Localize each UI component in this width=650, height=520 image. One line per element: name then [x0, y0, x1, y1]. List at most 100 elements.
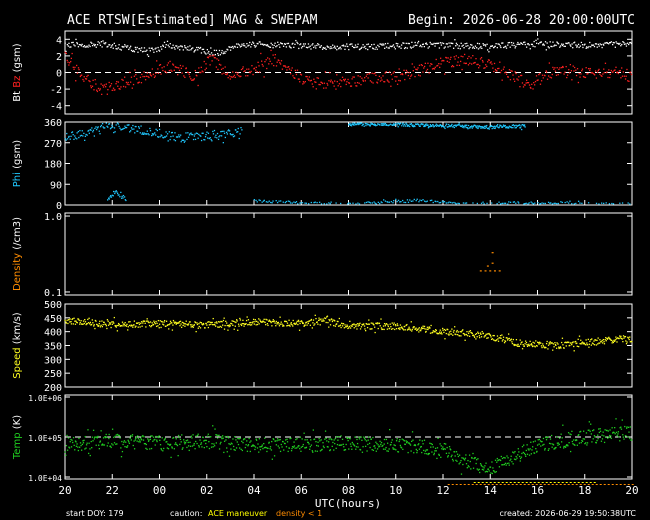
- data-point: [439, 57, 442, 59]
- data-point: [608, 69, 610, 71]
- data-point: [162, 44, 164, 46]
- data-point: [143, 320, 145, 322]
- data-point: [380, 201, 382, 203]
- data-point: [433, 453, 435, 456]
- data-point: [483, 125, 486, 127]
- data-point: [547, 201, 550, 204]
- flag-mark-density_flag: [535, 484, 538, 485]
- data-point: [429, 124, 432, 126]
- data-point: [269, 60, 271, 62]
- data-point: [150, 47, 152, 49]
- data-point: [161, 67, 163, 69]
- data-point: [511, 124, 514, 126]
- data-point: [95, 46, 97, 48]
- data-point: [315, 441, 317, 443]
- data-point: [570, 433, 572, 436]
- data-point: [522, 123, 524, 126]
- data-point: [496, 46, 498, 49]
- data-point: [240, 126, 242, 129]
- data-point: [379, 124, 381, 126]
- data-point: [382, 448, 385, 450]
- data-point: [204, 136, 207, 138]
- data-point: [126, 46, 128, 48]
- data-point: [417, 67, 419, 69]
- data-point: [390, 328, 393, 330]
- data-point: [577, 434, 579, 437]
- data-point: [127, 326, 129, 328]
- data-point: [154, 48, 156, 50]
- data-point: [236, 46, 239, 49]
- data-point: [399, 444, 402, 447]
- data-point: [256, 71, 258, 73]
- data-point: [568, 69, 570, 71]
- data-point: [510, 70, 512, 72]
- data-point: [605, 436, 607, 438]
- data-point: [270, 449, 273, 451]
- data-point: [105, 83, 107, 85]
- data-point: [608, 436, 610, 438]
- data-point: [324, 430, 327, 432]
- data-point: [568, 341, 570, 343]
- data-point: [193, 444, 195, 446]
- data-point: [73, 444, 75, 447]
- data-point: [439, 66, 441, 69]
- data-point: [90, 323, 93, 326]
- data-point: [160, 73, 162, 75]
- data-point: [495, 69, 497, 72]
- data-point: [400, 447, 403, 449]
- data-point: [333, 439, 335, 441]
- data-point: [229, 324, 231, 326]
- flag-mark-maneuver: [505, 482, 508, 483]
- data-point: [420, 328, 422, 330]
- data-point: [441, 200, 444, 202]
- data-point: [263, 318, 265, 320]
- data-point: [571, 440, 573, 443]
- data-point: [106, 199, 109, 201]
- data-point: [410, 47, 412, 49]
- data-point: [580, 73, 582, 75]
- data-point: [389, 45, 391, 47]
- data-point: [386, 79, 388, 81]
- data-point: [153, 320, 155, 322]
- data-point: [217, 59, 220, 61]
- data-point: [331, 320, 334, 323]
- data-point: [262, 447, 264, 450]
- data-point: [354, 82, 356, 84]
- data-point: [507, 42, 509, 44]
- data-point: [380, 441, 383, 444]
- data-point: [483, 336, 485, 338]
- data-point: [423, 45, 425, 48]
- data-point: [76, 322, 78, 324]
- data-point: [174, 322, 176, 324]
- data-point: [171, 131, 174, 134]
- data-point: [566, 74, 569, 76]
- data-point: [276, 45, 278, 47]
- data-point: [278, 59, 280, 62]
- flag-mark-maneuver: [517, 482, 520, 483]
- data-point: [555, 44, 557, 47]
- data-point: [406, 71, 408, 73]
- data-point: [396, 124, 398, 126]
- data-point: [608, 203, 611, 205]
- data-point: [461, 45, 463, 47]
- data-point: [380, 327, 383, 329]
- data-point: [309, 80, 311, 82]
- data-point: [106, 125, 108, 127]
- data-point: [442, 201, 444, 203]
- data-point: [74, 323, 77, 325]
- data-point: [319, 450, 322, 452]
- data-point: [434, 200, 436, 202]
- data-point: [124, 199, 126, 201]
- data-point: [131, 128, 133, 130]
- data-point: [487, 468, 490, 470]
- data-point: [124, 321, 126, 324]
- data-point: [407, 42, 409, 45]
- data-point: [526, 444, 528, 446]
- data-point: [580, 442, 582, 444]
- data-point: [363, 77, 366, 79]
- data-point: [93, 44, 96, 47]
- data-point: [197, 46, 200, 49]
- data-point: [230, 448, 232, 450]
- data-point: [465, 334, 468, 336]
- data-point: [571, 43, 573, 45]
